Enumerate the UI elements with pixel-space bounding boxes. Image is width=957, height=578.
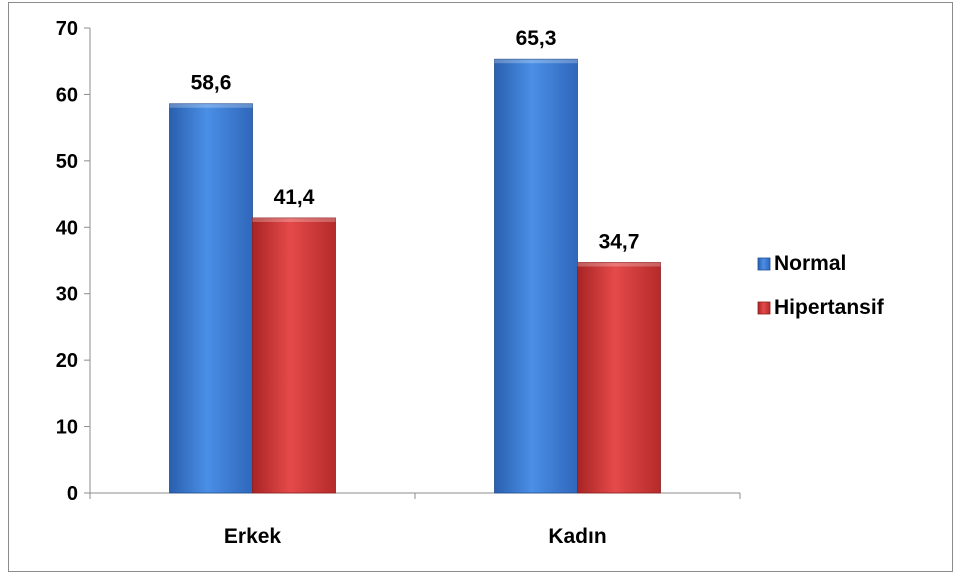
bar-highlight [494, 59, 578, 64]
bar-hipertansif-1 [577, 262, 661, 494]
y-tick-label: 0 [67, 483, 78, 505]
y-tick-label: 60 [56, 84, 78, 106]
y-tick-label: 50 [56, 151, 78, 173]
data-label: 58,6 [191, 72, 232, 95]
bar-highlight [169, 103, 253, 108]
data-label: 34,7 [599, 230, 640, 253]
y-tick-label: 40 [56, 217, 78, 239]
x-category-label: Kadın [548, 525, 606, 548]
x-category-label: Erkek [224, 525, 282, 548]
legend-label: Normal [774, 252, 846, 275]
data-label: 65,3 [516, 27, 557, 50]
bar-highlight [577, 262, 661, 267]
labels: 58,6 41,4 Erkek 65,3 34,7 Kadın [191, 27, 640, 548]
legend-swatch [757, 257, 771, 271]
bar-normal-1 [494, 58, 578, 494]
legend-swatch [757, 301, 771, 315]
y-tick-label: 70 [56, 18, 78, 40]
bar-normal-0 [169, 103, 253, 494]
y-tick-label: 20 [56, 350, 78, 372]
y-tick-label: 10 [56, 417, 78, 439]
legend-label: Hipertansif [774, 296, 885, 319]
bars [169, 58, 661, 494]
bar-hipertansif-0 [252, 217, 336, 494]
data-label: 41,4 [274, 186, 315, 209]
bar-highlight [252, 217, 336, 222]
chart-frame [8, 2, 953, 572]
legend: Normal Hipertansif [757, 252, 885, 319]
y-tick-label: 30 [56, 284, 78, 306]
